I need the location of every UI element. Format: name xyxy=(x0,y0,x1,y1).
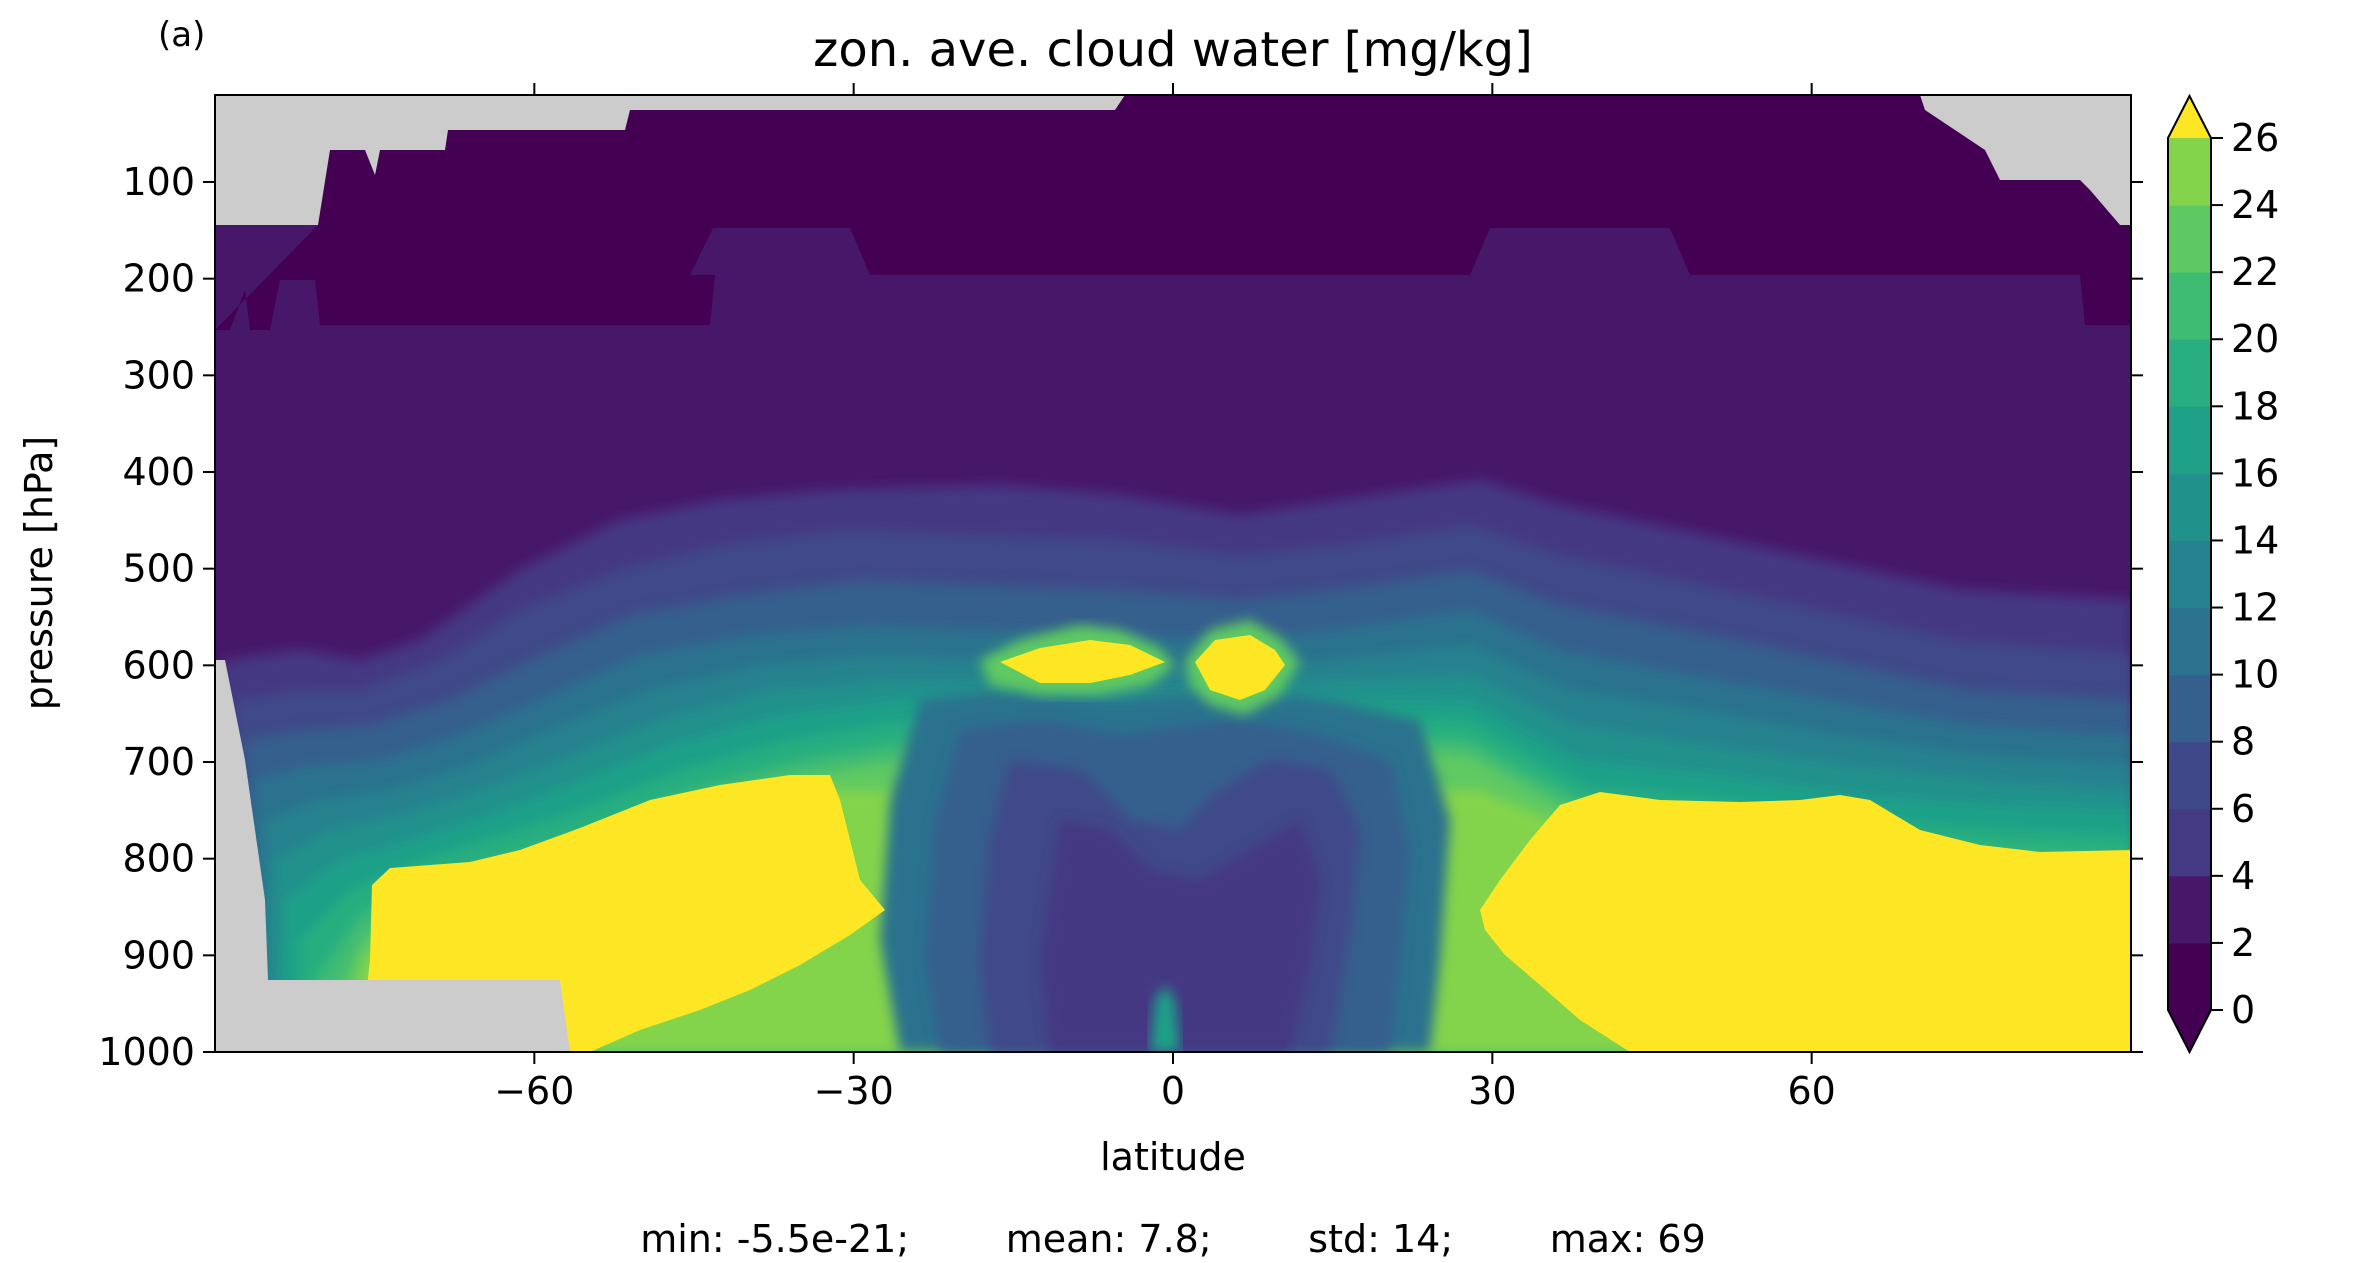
contour-north-low-cloud-max xyxy=(1480,792,2131,1052)
colorbar-extend-under xyxy=(2168,1010,2211,1052)
y-tick-label: 100 xyxy=(122,160,195,204)
colorbar-segment xyxy=(2168,808,2211,877)
panel-label: (a) xyxy=(158,15,205,55)
colorbar-segment xyxy=(2168,607,2211,676)
stats-line: min: -5.5e-21; mean: 7.8; std: 14; max: … xyxy=(640,1217,1706,1261)
colorbar-tick-label: 2 xyxy=(2231,921,2255,965)
x-tick-label: 60 xyxy=(1787,1069,1835,1113)
colorbar-segment xyxy=(2168,339,2211,407)
colorbar-tick-label: 4 xyxy=(2231,854,2255,898)
colorbar-segment xyxy=(2168,138,2211,206)
colorbar-segment xyxy=(2168,674,2211,743)
colorbar-tick-label: 14 xyxy=(2231,518,2279,562)
colorbar-tick-label: 6 xyxy=(2231,787,2255,831)
contour-tropical-peak-east-core xyxy=(1195,635,1285,700)
colorbar-tick-label: 0 xyxy=(2231,988,2255,1032)
colorbar-tick-label: 16 xyxy=(2231,451,2279,495)
colorbar-extend-over xyxy=(2168,96,2211,138)
colorbar-segment xyxy=(2168,272,2211,340)
contour-equatorial-surface-max xyxy=(1150,985,1180,1052)
colorbar-segment xyxy=(2168,875,2211,944)
x-tick-label: −30 xyxy=(814,1069,894,1113)
missing-data-top-left xyxy=(215,95,350,225)
y-axis: 100 200 300 400 500 600 700 800 900 1000 xyxy=(98,160,2143,1074)
colorbar-tick-label: 20 xyxy=(2231,317,2279,361)
missing-data-top-right xyxy=(1920,95,2131,225)
colorbar-segment xyxy=(2168,205,2211,273)
y-tick-label: 1000 xyxy=(98,1030,195,1074)
contour-stratosphere xyxy=(215,95,2131,330)
colorbar-segment xyxy=(2168,406,2211,474)
colorbar-tick-label: 26 xyxy=(2231,116,2279,160)
y-tick-label: 500 xyxy=(122,547,195,591)
colorbar-segment xyxy=(2168,942,2211,1011)
x-tick-label: −60 xyxy=(494,1069,574,1113)
colorbar-tick-label: 12 xyxy=(2231,586,2279,630)
contour-tropical-peak-west-core xyxy=(1000,640,1165,683)
y-tick-label: 200 xyxy=(122,257,195,301)
contour-field xyxy=(215,95,2131,1052)
y-tick-label: 800 xyxy=(122,837,195,881)
colorbar-segment xyxy=(2168,540,2211,609)
chart-title: zon. ave. cloud water [mg/kg] xyxy=(813,22,1533,78)
y-axis-label: pressure [hPa] xyxy=(17,436,61,710)
colorbar-tick-label: 10 xyxy=(2231,653,2279,697)
y-tick-label: 400 xyxy=(122,450,195,494)
y-tick-label: 700 xyxy=(122,740,195,784)
x-axis-label: latitude xyxy=(1100,1135,1246,1179)
x-axis: −60 −30 0 30 60 xyxy=(494,83,1836,1113)
colorbar-tick-label: 18 xyxy=(2231,384,2279,428)
y-tick-label: 300 xyxy=(122,353,195,397)
y-tick-label: 900 xyxy=(122,933,195,977)
colorbar-tick-label: 8 xyxy=(2231,720,2255,764)
x-tick-label: 30 xyxy=(1468,1069,1516,1113)
colorbar-tick-label: 22 xyxy=(2231,250,2279,294)
colorbar-segment xyxy=(2168,473,2211,541)
y-tick-label: 600 xyxy=(122,643,195,687)
missing-data-antarctica xyxy=(215,660,570,1052)
x-tick-label: 0 xyxy=(1161,1069,1185,1113)
colorbar-tick-label: 24 xyxy=(2231,183,2279,227)
contour-tropical-minimum-core xyxy=(1040,820,1320,1052)
colorbar-segment xyxy=(2168,741,2211,810)
